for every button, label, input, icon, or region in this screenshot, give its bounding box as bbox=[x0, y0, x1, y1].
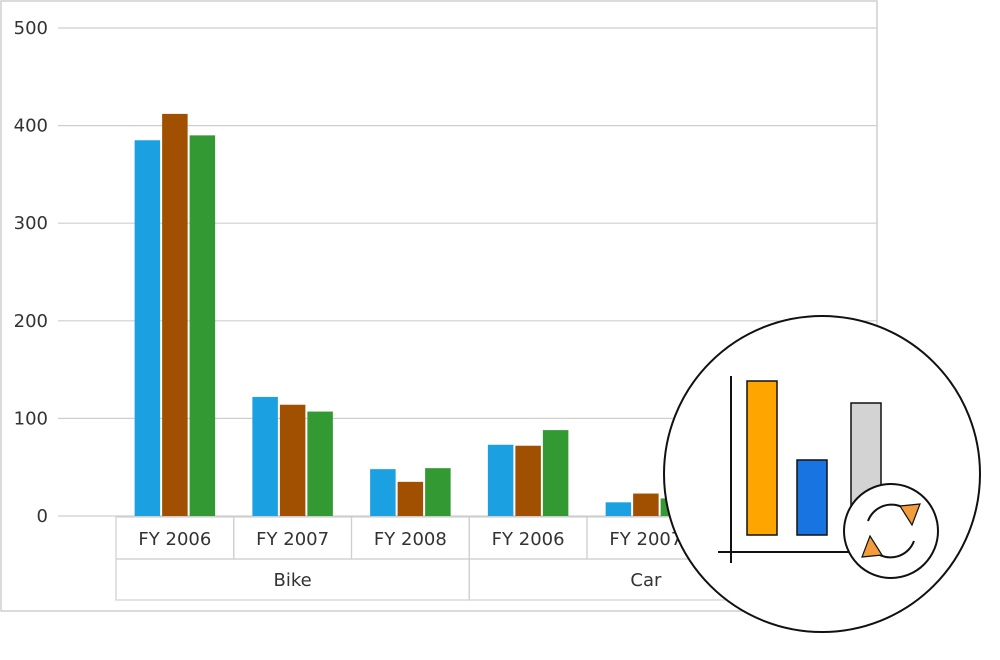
bar bbox=[252, 396, 278, 516]
x-group-label: Bike bbox=[274, 570, 312, 591]
badge-refresh-circle bbox=[843, 483, 939, 579]
x-category-label: FY 2006 bbox=[138, 529, 211, 550]
bar bbox=[279, 404, 306, 516]
badge-refresh-arrow-top bbox=[898, 503, 921, 527]
bar bbox=[189, 135, 216, 517]
bar bbox=[515, 445, 541, 516]
bar bbox=[542, 430, 569, 516]
badge-bar-orange bbox=[746, 380, 778, 536]
x-category-label: FY 2006 bbox=[492, 529, 565, 550]
badge-refresh-arrow-bottom bbox=[861, 534, 884, 558]
bar bbox=[134, 140, 161, 517]
y-axis-tick-labels: 0 100 200 300 400 500 bbox=[14, 18, 48, 527]
x-category-label: FY 2007 bbox=[609, 529, 682, 550]
bar-chart-refresh-icon bbox=[663, 315, 981, 633]
y-tick-label: 400 bbox=[14, 116, 48, 137]
bar bbox=[397, 481, 424, 516]
y-tick-label: 500 bbox=[14, 18, 48, 39]
bar bbox=[487, 444, 514, 516]
y-tick-label: 200 bbox=[14, 311, 48, 332]
y-tick-label: 100 bbox=[14, 408, 48, 429]
bar bbox=[425, 468, 451, 516]
y-tick-label: 0 bbox=[37, 506, 48, 527]
x-category-label: FY 2008 bbox=[374, 529, 447, 550]
bar bbox=[162, 113, 188, 516]
x-category-label: FY 2007 bbox=[256, 529, 329, 550]
y-tick-label: 300 bbox=[14, 213, 48, 234]
x-group-label: Car bbox=[630, 570, 662, 591]
bar bbox=[605, 502, 632, 516]
bar bbox=[370, 469, 396, 516]
badge-bar-blue bbox=[796, 459, 828, 536]
bar bbox=[307, 411, 333, 516]
bar bbox=[633, 493, 659, 516]
